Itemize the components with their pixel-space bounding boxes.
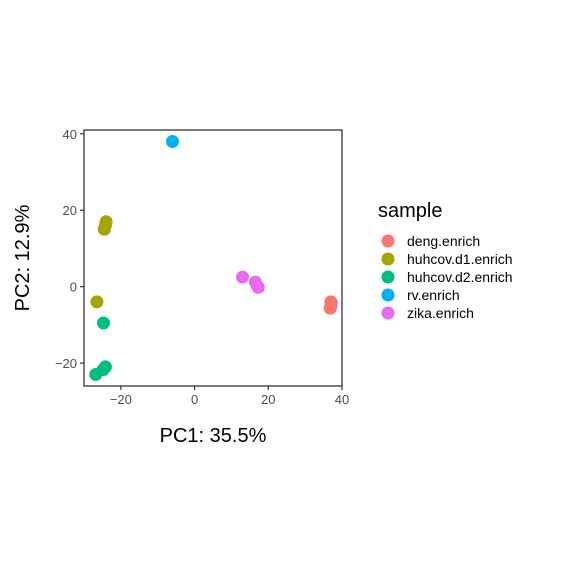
y-axis-title: PC2: 12.9% [12, 204, 34, 311]
point-huhcov-d2-enrich-3 [89, 368, 103, 381]
legend-label-huhcov-d1-enrich: huhcov.d1.enrich [407, 251, 513, 267]
legend-key-deng-enrich [381, 234, 395, 248]
point-rv-enrich-0 [166, 135, 179, 148]
legend-label-deng-enrich: deng.enrich [407, 233, 480, 249]
point-huhcov-d2-enrich-0 [97, 316, 110, 330]
legend-label-rv-enrich: rv.enrich [407, 287, 460, 303]
legend-key-huhcov-d2-enrich [381, 270, 395, 284]
y-tick-label: 40 [63, 127, 77, 142]
y-tick-label: −20 [55, 356, 77, 371]
legend: sample deng.enrich huhcov.d1.enrich huhcov… [378, 200, 513, 321]
x-tick-label: 20 [261, 392, 275, 407]
point-zika-enrich-0 [236, 270, 249, 284]
x-tick-label: 0 [191, 392, 198, 407]
x-axis: −20 0 20 40 [110, 386, 349, 407]
plot-points [89, 135, 338, 381]
y-tick-label: 20 [63, 203, 77, 218]
legend-key-rv-enrich [381, 288, 395, 302]
point-deng-enrich-4 [324, 296, 338, 310]
legend-label-zika-enrich: zika.enrich [407, 305, 474, 321]
point-huhcov-d1-enrich-2 [97, 222, 111, 236]
y-tick-label: 0 [70, 280, 77, 295]
panel-border [83, 129, 343, 387]
legend-key-zika-enrich [381, 306, 395, 320]
x-tick-label: −20 [110, 392, 132, 407]
legend-title: sample [378, 200, 442, 222]
x-axis-title: PC1: 35.5% [160, 425, 267, 447]
y-axis: −20 0 20 40 [55, 127, 84, 371]
x-tick-label: 40 [335, 392, 349, 407]
point-zika-enrich-3 [251, 280, 265, 294]
legend-key-huhcov-d1-enrich [381, 252, 395, 266]
point-huhcov-d1-enrich-3 [90, 295, 104, 309]
legend-label-huhcov-d2-enrich: huhcov.d2.enrich [407, 269, 513, 285]
